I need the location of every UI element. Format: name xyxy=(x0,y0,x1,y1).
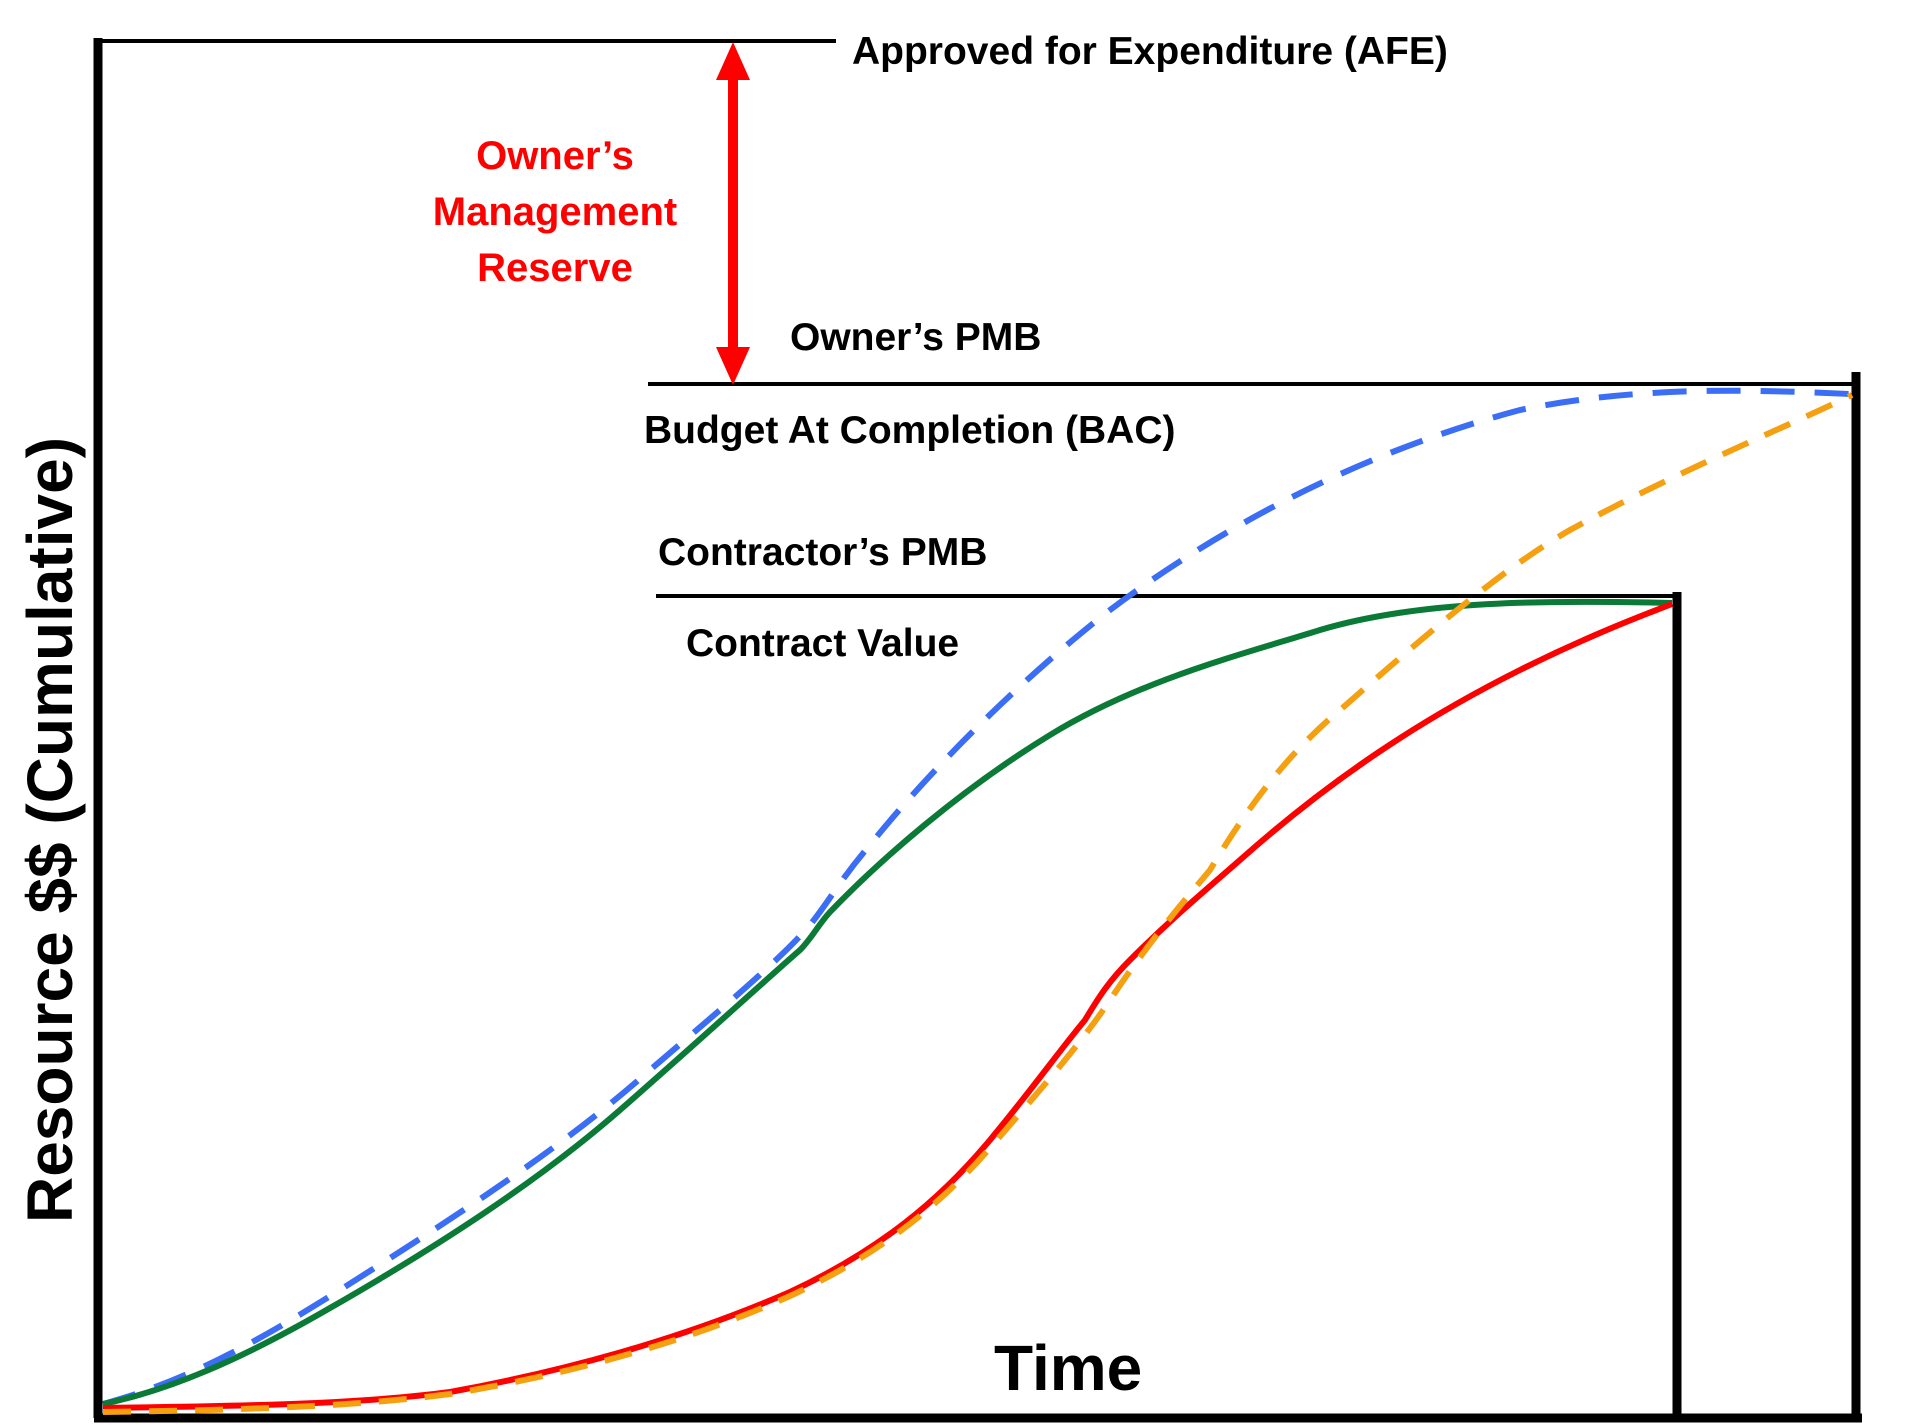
reserve-double-arrow xyxy=(716,42,750,385)
y-axis-title: Resource $$ (Cumulative) xyxy=(14,436,86,1224)
afe-label: Approved for Expenditure (AFE) xyxy=(852,30,1448,73)
owner-plan-curve xyxy=(102,387,1851,1407)
contractor-actual-curve xyxy=(102,601,1674,1411)
owner-actual-curve xyxy=(102,392,1854,1415)
owner-pmb-label: Owner’s PMB xyxy=(790,316,1042,359)
owner-reserve-label: Owner’s Management Reserve xyxy=(432,134,678,290)
bac-label: Budget At Completion (BAC) xyxy=(644,409,1176,452)
contract-value-label: Contract Value xyxy=(686,622,960,665)
x-axis-title: Time xyxy=(994,1332,1143,1404)
contractor-pmb-label: Contractor’s PMB xyxy=(658,531,988,574)
contractor-plan-curve xyxy=(102,598,1673,1407)
